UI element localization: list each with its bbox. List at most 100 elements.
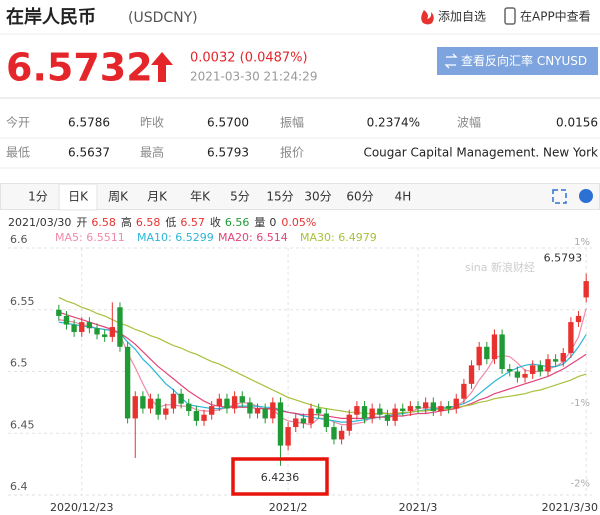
candle-body	[63, 315, 70, 325]
stat-label: 今开	[6, 115, 30, 130]
tab[interactable]: 5分	[230, 190, 250, 204]
candle-body	[262, 408, 268, 419]
legend-entry: MA30: 6.4979	[300, 231, 377, 244]
ohlc-label: 开	[76, 216, 87, 229]
candle-body	[270, 402, 276, 419]
candle-body	[552, 359, 559, 362]
candle-body	[323, 413, 329, 428]
candle-body	[468, 365, 475, 384]
highlight-box	[231, 457, 329, 496]
candle-body	[178, 393, 184, 404]
candle-body	[231, 396, 238, 409]
ma-line	[58, 311, 587, 419]
y-tick-label: 6.6	[10, 233, 28, 246]
candle-body	[530, 365, 536, 374]
candle-body	[102, 334, 108, 337]
date: 2021/03/30	[8, 216, 71, 229]
legend-value: 6.5511	[86, 231, 125, 244]
candle-body	[147, 398, 154, 409]
up-arrow	[151, 52, 173, 82]
candle-body	[163, 408, 169, 415]
view-app[interactable]: 在APP中查看	[520, 9, 591, 24]
candle-body	[346, 414, 352, 431]
candle-body	[392, 408, 398, 421]
y-tick-label: 6.45	[10, 418, 35, 431]
candle-body	[377, 408, 383, 415]
ohlc-value: 6.57	[180, 216, 205, 229]
candle-body	[384, 414, 391, 421]
candle-body	[361, 406, 368, 419]
legend-name: MA10	[137, 231, 168, 244]
y-tick-label: 6.4	[10, 480, 28, 493]
y-tick-label: 6.55	[10, 295, 35, 308]
stats-table: 今开 6.5786 昨收 6.5700 振幅 0.2374% 波幅 0.0156 最低 6.563…	[0, 115, 600, 169]
watermark: sina 新浪财经	[465, 260, 535, 274]
stat-label: 报价	[280, 145, 304, 160]
candle-body	[430, 402, 436, 412]
candle-body	[423, 402, 429, 409]
tab[interactable]: 60分	[346, 190, 373, 204]
stat-label: 昨收	[140, 116, 164, 130]
legend-name: MA5	[55, 231, 79, 244]
fire-icon	[421, 10, 434, 25]
candle-body	[560, 352, 566, 362]
x-tick-label: 2021/3	[399, 501, 438, 514]
tab[interactable]: 1分	[28, 190, 48, 204]
ohlc-label: 低	[165, 216, 176, 229]
candle-body	[71, 324, 77, 332]
low-annotation: 6.4236	[261, 471, 300, 484]
tab[interactable]: 周K	[108, 190, 129, 204]
legend-name: MA30	[300, 231, 331, 244]
candle-body	[575, 315, 582, 323]
ohlc-label: 收	[210, 215, 221, 229]
candle-body	[277, 402, 284, 446]
ohlc-label: 量	[254, 216, 265, 229]
stat-value: 0.0156	[556, 116, 598, 130]
tab[interactable]: 月K	[147, 190, 168, 204]
add-watch[interactable]: 添加自选	[438, 10, 486, 24]
candle-body	[331, 427, 337, 440]
stat-value: 0.2374%	[367, 116, 420, 130]
candle-body	[239, 396, 245, 403]
fullscreen-icon[interactable]	[552, 189, 567, 204]
tab[interactable]: 日K	[68, 190, 89, 204]
settings-icon[interactable]	[579, 189, 593, 203]
candle-body	[545, 359, 551, 372]
y-tick-label: 6.5	[10, 357, 28, 370]
stat-value: 6.5700	[207, 116, 249, 130]
legend-entry: MA5: 6.5511	[55, 231, 125, 244]
legend-entry: MA10: 6.5299	[137, 231, 214, 244]
candle-body	[583, 281, 589, 298]
code: (USDCNY)	[128, 10, 198, 26]
candle-body	[514, 371, 521, 378]
candle-body	[308, 408, 314, 424]
candle-body	[415, 406, 421, 409]
candle-body	[507, 369, 513, 372]
y2-tick-label: 1%	[574, 237, 590, 248]
stat-label: 最低	[6, 146, 30, 160]
reverse-button[interactable]	[437, 47, 598, 75]
candle-body	[193, 411, 200, 421]
ohlc-value: 6.58	[136, 216, 161, 229]
tab[interactable]: 年K	[190, 190, 211, 204]
candle-body	[285, 427, 291, 446]
candle-body	[354, 406, 360, 415]
candle-body	[316, 408, 322, 414]
swap-icon	[444, 53, 458, 69]
legend-name: MA20	[218, 231, 249, 244]
tab[interactable]: 4H	[395, 190, 412, 204]
button-label[interactable]: 查看反向汇率 CNYUSD	[461, 53, 587, 68]
legend-entry: MA20: 6.514	[218, 231, 288, 244]
legend-value: 6.4979	[338, 231, 377, 244]
legend-value: 6.5299	[175, 231, 214, 244]
y2-tick-label: -1%	[571, 398, 590, 409]
candle-body	[407, 406, 414, 412]
ma-line	[58, 308, 587, 426]
ohlc-label: 高	[121, 215, 132, 229]
stat-label: 波幅	[457, 115, 481, 130]
active-tab	[58, 183, 98, 211]
tab[interactable]: 30分	[304, 190, 331, 204]
legend-separator: :	[249, 231, 256, 244]
tab[interactable]: 15分	[266, 190, 293, 204]
